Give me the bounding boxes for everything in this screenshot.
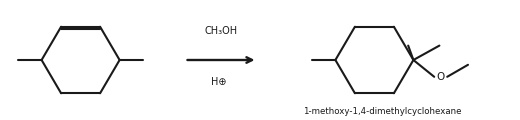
Text: O: O: [437, 72, 445, 82]
Text: 1-methoxy-1,4-dimethylcyclohexane: 1-methoxy-1,4-dimethylcyclohexane: [303, 107, 461, 116]
Text: CH₃OH: CH₃OH: [204, 26, 238, 36]
Text: H⊕: H⊕: [211, 77, 226, 87]
